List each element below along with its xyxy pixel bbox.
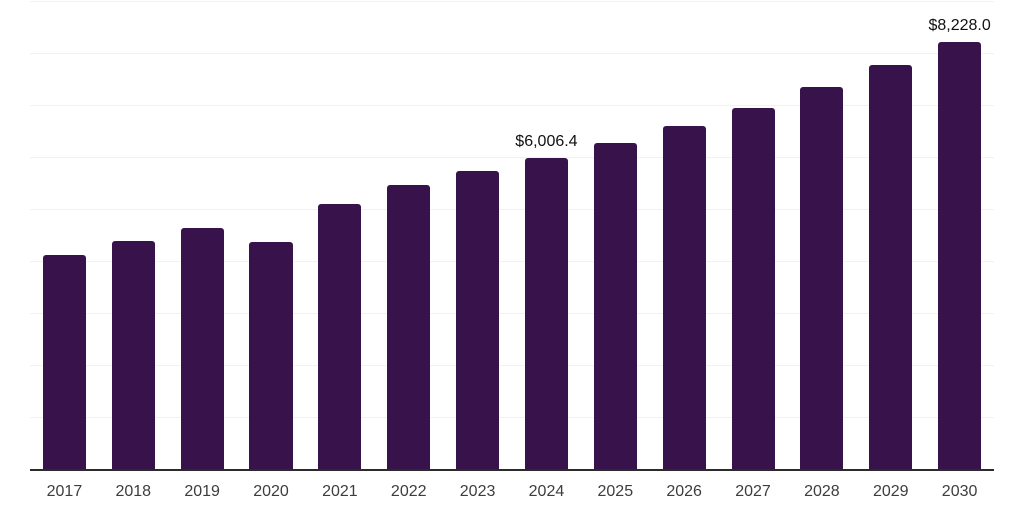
gridline-4000 [30,261,994,262]
gridline-3000 [30,313,994,315]
bar-slot-2030: $8,228.0 [925,2,994,470]
bar-2026 [662,126,706,470]
bar-2030 [938,42,982,470]
x-tick-2018: 2018 [115,483,152,500]
bar-slot-2019 [168,2,237,470]
bar-slot-2025 [581,2,650,470]
x-tick-2019: 2019 [184,483,220,500]
x-tick-2020: 2020 [253,483,289,500]
bar-slot-2021 [305,2,374,470]
bar-slot-2027 [719,2,788,470]
data-label-2030: $8,228.0 [928,17,991,35]
bar-2017 [42,254,86,470]
x-tick-2025: 2025 [597,483,634,500]
x-tick-2021: 2021 [322,483,358,500]
bar-2028 [800,87,844,470]
bar-slot-2028 [787,2,856,470]
bar-slot-2022 [374,2,443,470]
x-tick-2030: 2030 [941,483,978,500]
gridline-9000 [30,1,994,2]
x-tick-2024: 2024 [528,483,565,500]
bar-slot-2020 [237,2,306,470]
x-tick-2022: 2022 [390,483,427,500]
gridline-1000 [30,417,994,418]
bar-2020 [249,241,293,470]
bar-slot-2017 [30,2,99,470]
bar-slot-2018 [99,2,168,470]
x-tick-2027: 2027 [735,483,771,500]
bar-slot-2023 [443,2,512,470]
x-tick-2028: 2028 [804,483,840,500]
gridline-7000 [30,105,994,106]
plot-area: $6,006.4 $8,228.0 [30,1,994,470]
bar-slot-2024: $6,006.4 [512,2,581,470]
bar-2022 [387,185,431,470]
gridline-2000 [30,365,994,366]
bar-2029 [869,64,913,470]
bar-2024 [524,157,568,470]
x-tick-2023: 2023 [459,483,496,500]
bar-slot-2026 [650,2,719,470]
bar-2019 [180,227,224,470]
bar-2018 [111,240,155,470]
bar-2027 [731,108,775,470]
x-tick-2029: 2029 [872,483,909,500]
bar-2021 [318,204,362,470]
x-tick-2026: 2026 [666,483,702,500]
bar-slot-2029 [856,2,925,470]
x-axis-line [30,469,994,471]
gridline-8000 [30,53,994,54]
bar-2025 [593,142,637,470]
gridline-5000 [30,209,994,210]
x-tick-2017: 2017 [46,483,83,500]
data-label-2024: $6,006.4 [515,132,578,150]
x-axis-labels: 2017 2018 2019 2020 2021 2022 2023 2024 2025 2026… [30,482,994,502]
gridline-6000 [30,157,994,159]
bars-container: $6,006.4 $8,228.0 [30,2,994,470]
bar-2023 [456,171,500,470]
